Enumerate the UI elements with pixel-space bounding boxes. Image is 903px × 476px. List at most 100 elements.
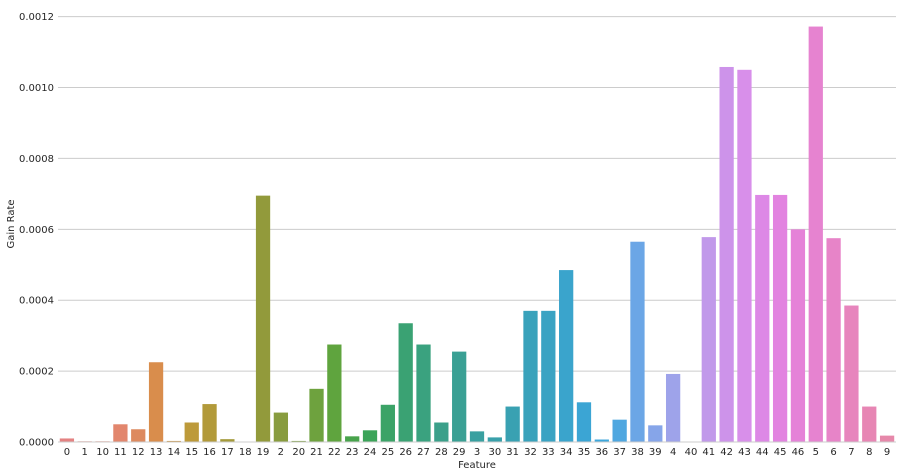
x-tick-label: 19 bbox=[257, 447, 270, 458]
bar-7 bbox=[844, 305, 859, 442]
bar-23 bbox=[345, 436, 360, 442]
bar-14 bbox=[166, 440, 182, 442]
x-tick-label: 1 bbox=[82, 447, 88, 458]
x-tick-label: 43 bbox=[738, 447, 751, 458]
x-tick-label: 7 bbox=[848, 447, 854, 458]
y-tick-label: 0.0002 bbox=[19, 367, 54, 378]
bar-27 bbox=[416, 344, 431, 442]
x-tick-label: 21 bbox=[310, 447, 323, 458]
x-tick-label: 35 bbox=[578, 447, 591, 458]
bar-22 bbox=[327, 344, 342, 442]
bar-8 bbox=[862, 406, 877, 442]
bar-2 bbox=[273, 412, 289, 442]
x-tick-label: 4 bbox=[670, 447, 676, 458]
bar-12 bbox=[131, 429, 146, 442]
x-tick-label: 45 bbox=[774, 447, 787, 458]
x-tick-label: 23 bbox=[346, 447, 359, 458]
bar-9 bbox=[879, 435, 895, 442]
x-tick-label: 13 bbox=[150, 447, 163, 458]
x-tick-label: 28 bbox=[435, 447, 448, 458]
bar-16 bbox=[202, 404, 217, 442]
x-tick-label: 25 bbox=[381, 447, 394, 458]
bar-26 bbox=[398, 323, 413, 442]
bar-15 bbox=[184, 422, 199, 442]
x-tick-label: 44 bbox=[756, 447, 769, 458]
x-tick-label: 8 bbox=[866, 447, 872, 458]
bar-31 bbox=[505, 406, 520, 442]
x-tick-label: 41 bbox=[702, 447, 715, 458]
bars bbox=[59, 26, 895, 443]
x-tick-label: 0 bbox=[64, 447, 70, 458]
x-tick-label: 46 bbox=[792, 447, 805, 458]
y-tick-label: 0.0004 bbox=[19, 296, 54, 307]
x-tick-label: 37 bbox=[613, 447, 626, 458]
bar-37 bbox=[612, 419, 627, 442]
x-tick-label: 9 bbox=[884, 447, 890, 458]
bar-36 bbox=[594, 439, 609, 442]
x-tick-label: 34 bbox=[560, 447, 573, 458]
x-tick-label: 26 bbox=[399, 447, 412, 458]
y-tick-label: 0.0010 bbox=[19, 83, 54, 94]
x-tick-label: 33 bbox=[542, 447, 555, 458]
x-tick-label: 27 bbox=[417, 447, 430, 458]
bar-34 bbox=[559, 270, 574, 442]
bar-29 bbox=[452, 351, 467, 442]
x-tick-label: 14 bbox=[168, 447, 181, 458]
bar-13 bbox=[148, 362, 164, 442]
x-tick-label: 42 bbox=[720, 447, 733, 458]
bar-19 bbox=[255, 195, 271, 442]
x-tick-label: 24 bbox=[364, 447, 377, 458]
x-tick-label: 2 bbox=[278, 447, 284, 458]
x-axis-label: Feature bbox=[458, 460, 496, 471]
y-tick-label: 0.0006 bbox=[19, 225, 54, 236]
bar-39 bbox=[648, 425, 663, 442]
x-tick-label: 11 bbox=[114, 447, 127, 458]
x-tick-label: 30 bbox=[488, 447, 501, 458]
bar-43 bbox=[737, 69, 752, 443]
bar-32 bbox=[523, 310, 538, 442]
x-tick-label: 20 bbox=[292, 447, 305, 458]
bar-17 bbox=[220, 439, 235, 442]
y-tick-label: 0.0012 bbox=[19, 12, 54, 23]
y-tick-label: 0.0000 bbox=[19, 438, 54, 449]
bar-41 bbox=[701, 237, 716, 442]
bar-5 bbox=[808, 26, 823, 442]
x-tick-label: 15 bbox=[185, 447, 198, 458]
x-tick-label: 36 bbox=[595, 447, 608, 458]
bar-42 bbox=[719, 66, 734, 442]
x-tick-label: 16 bbox=[203, 447, 216, 458]
y-tick-label: 0.0008 bbox=[19, 154, 54, 165]
x-tick-label: 32 bbox=[524, 447, 537, 458]
bar-11 bbox=[113, 424, 128, 442]
x-tick-label: 6 bbox=[830, 447, 836, 458]
x-tick-label: 39 bbox=[649, 447, 662, 458]
bar-3 bbox=[469, 431, 485, 442]
bar-45 bbox=[772, 194, 788, 442]
bar-30 bbox=[487, 437, 502, 442]
x-tick-label: 10 bbox=[96, 447, 109, 458]
x-tick-label: 40 bbox=[685, 447, 698, 458]
bar-25 bbox=[380, 404, 395, 442]
bar-24 bbox=[362, 430, 378, 442]
bar-33 bbox=[541, 310, 556, 442]
bar-38 bbox=[630, 241, 645, 442]
x-tick-label: 31 bbox=[506, 447, 519, 458]
bar-20 bbox=[291, 440, 306, 442]
y-tick-labels: 0.0000 0.0002 0.0004 0.0006 0.0008 0.0010 0.00… bbox=[19, 12, 54, 448]
y-axis-label: Gain Rate bbox=[6, 199, 17, 248]
x-tick-label: 5 bbox=[813, 447, 819, 458]
x-tick-label: 22 bbox=[328, 447, 341, 458]
bar-35 bbox=[576, 402, 592, 442]
x-tick-label: 12 bbox=[132, 447, 145, 458]
x-tick-labels: 0 1 10 11 12 13 14 15 16 17 18 19 2 20 21 22 23 24 25 26 27 2… bbox=[64, 447, 891, 458]
x-tick-label: 3 bbox=[474, 447, 480, 458]
x-tick-label: 17 bbox=[221, 447, 234, 458]
bar-6 bbox=[826, 238, 841, 442]
grid-lines bbox=[58, 16, 896, 443]
bar-44 bbox=[755, 194, 770, 442]
bar-46 bbox=[790, 229, 806, 442]
x-tick-label: 38 bbox=[631, 447, 644, 458]
bar-28 bbox=[434, 422, 449, 442]
x-tick-label: 18 bbox=[239, 447, 252, 458]
bar-21 bbox=[309, 388, 324, 442]
